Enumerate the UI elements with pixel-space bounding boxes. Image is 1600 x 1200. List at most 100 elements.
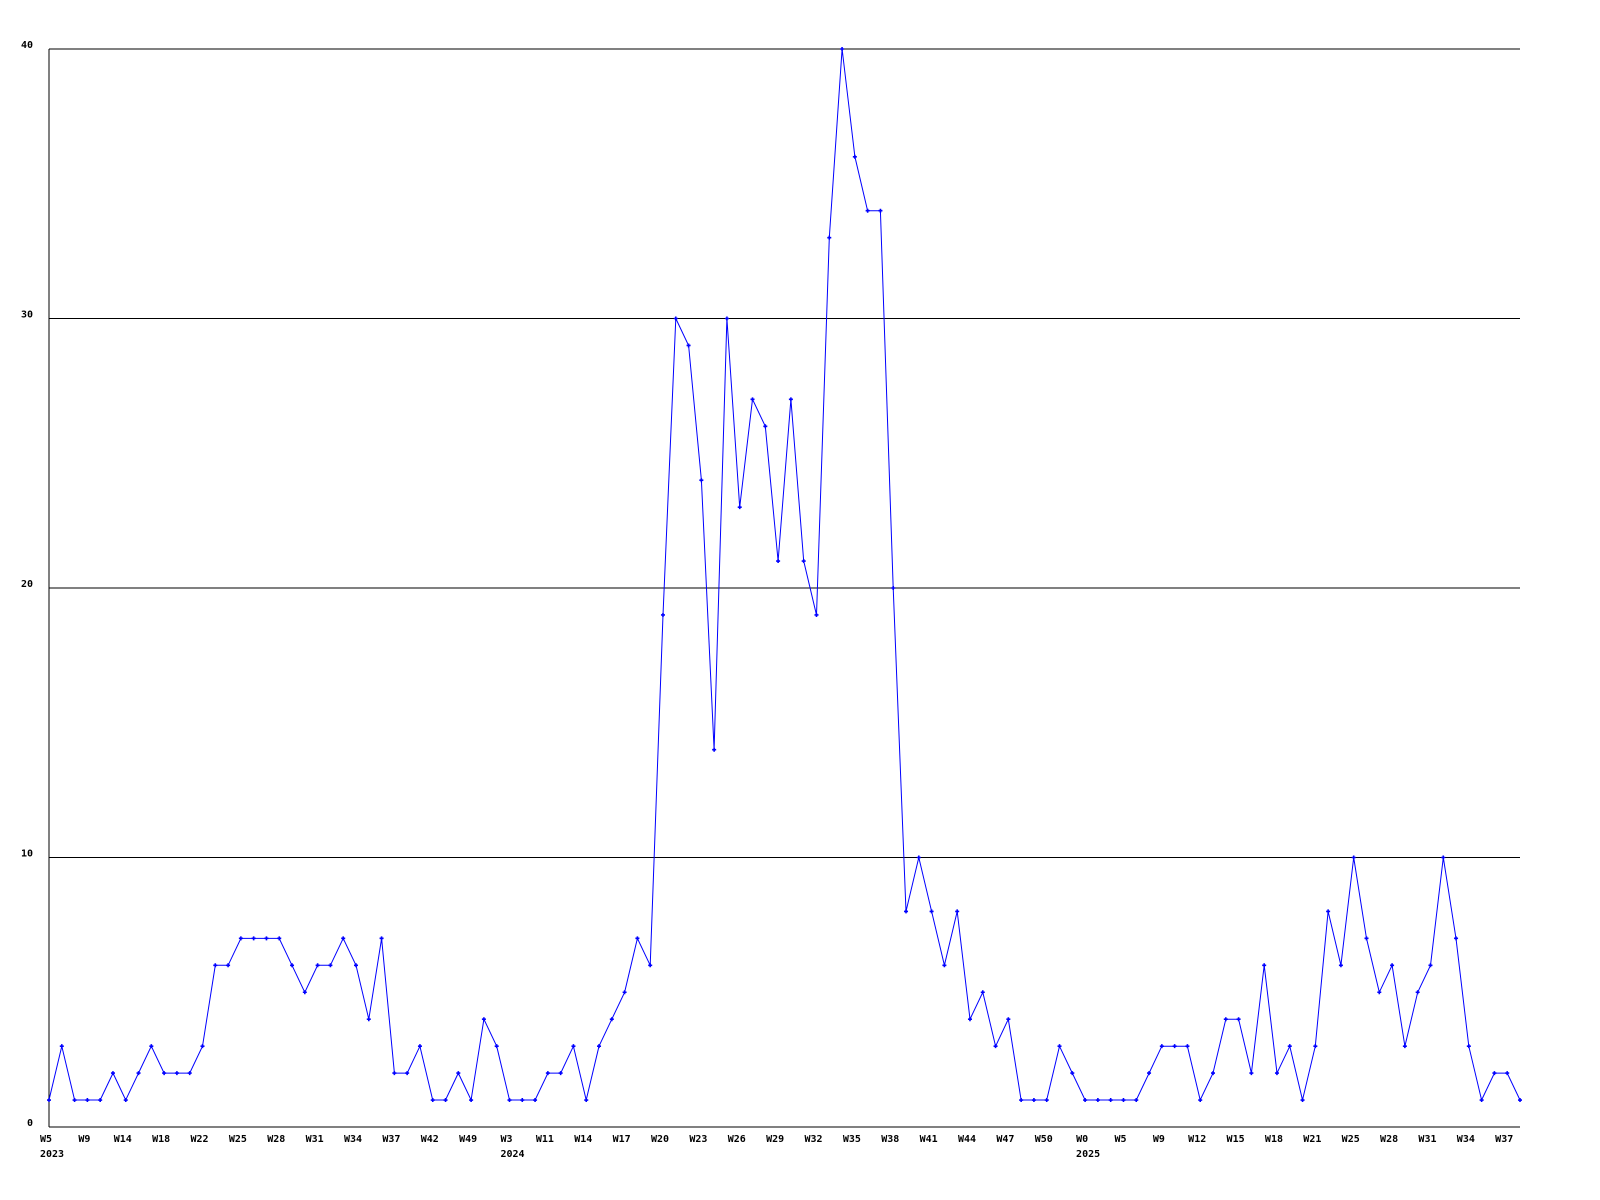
data-point [1019, 1098, 1024, 1103]
data-point [1185, 1044, 1190, 1049]
data-point [597, 1044, 602, 1049]
x-tick-label: W12 [1188, 1134, 1206, 1145]
x-tick-label: W31 [1418, 1134, 1436, 1145]
x-tick-label: W47 [996, 1134, 1014, 1145]
data-point [865, 208, 870, 213]
x-axis-ticks: W5 W9 W14 W18 W22 W25 W28 W31 W34 W37 W42 W49 W3 W11 W… [40, 1134, 1513, 1160]
data-point [277, 936, 282, 941]
data-point [520, 1098, 525, 1103]
data-point [481, 1017, 486, 1022]
data-point [1415, 990, 1420, 995]
data-point [891, 586, 896, 590]
data-point [609, 1017, 614, 1022]
y-tick-label: 20 [21, 579, 33, 590]
data-point [366, 1017, 371, 1022]
data-point [379, 936, 384, 941]
x-tick-label: W23 [689, 1134, 707, 1145]
series-polyline [48, 48, 1521, 1102]
data-point [494, 1044, 499, 1049]
data-point [72, 1098, 77, 1103]
data-point [712, 747, 717, 752]
data-point [1428, 963, 1433, 968]
data-point [456, 1071, 461, 1076]
x-tick-label: W21 [1303, 1134, 1321, 1145]
data-point [1492, 1071, 1497, 1076]
data-point [827, 235, 832, 240]
data-point [660, 612, 665, 617]
data-point [1518, 1098, 1522, 1103]
data-point [1121, 1098, 1126, 1103]
data-point [558, 1071, 563, 1076]
data-point [737, 505, 742, 510]
data-point [763, 424, 768, 429]
data-point [1095, 1098, 1100, 1103]
x-tick-label: W3 [500, 1134, 512, 1145]
data-point [584, 1098, 589, 1103]
data-point [149, 1044, 154, 1049]
data-point [750, 397, 755, 402]
data-point [174, 1071, 179, 1076]
data-point [1377, 990, 1382, 995]
data-point [328, 963, 333, 968]
data-point [1108, 1098, 1113, 1103]
data-point [788, 397, 793, 402]
data-point [1147, 1071, 1152, 1076]
x-tick-label: W41 [920, 1134, 938, 1145]
data-point [417, 1044, 422, 1049]
data-point [1083, 1098, 1088, 1103]
data-point [341, 936, 346, 941]
data-point [353, 963, 358, 968]
data-point [1172, 1044, 1177, 1049]
x-tick-label: W9 [1153, 1134, 1165, 1145]
x-tick-label: W18 [1265, 1134, 1283, 1145]
x-tick-label: W44 [958, 1134, 976, 1145]
data-point [929, 909, 934, 914]
data-point [110, 1071, 115, 1076]
data-point [251, 936, 256, 941]
data-point [264, 936, 269, 941]
data-point [430, 1098, 435, 1103]
data-point [238, 936, 243, 941]
x-tick-label: W0 [1076, 1134, 1088, 1145]
year-label: 2025 [1076, 1149, 1100, 1160]
data-point [1313, 1044, 1318, 1049]
data-point [1338, 963, 1343, 968]
x-tick-label: W9 [78, 1134, 90, 1145]
data-point [213, 963, 218, 968]
x-tick-label: W28 [1380, 1134, 1398, 1145]
x-tick-label: W29 [766, 1134, 784, 1145]
data-point [469, 1098, 474, 1103]
data-point [47, 1098, 51, 1103]
data-point [1223, 1017, 1228, 1022]
data-point [1326, 909, 1331, 914]
data-point [59, 1044, 64, 1049]
data-point [1505, 1071, 1510, 1076]
data-point [226, 963, 231, 968]
data-point [699, 478, 704, 483]
data-point [814, 612, 819, 617]
year-label: 2023 [40, 1149, 64, 1160]
data-point [955, 909, 960, 914]
data-point [1274, 1071, 1279, 1076]
series-line [47, 47, 1522, 1103]
data-point [392, 1071, 397, 1076]
data-point [1466, 1044, 1471, 1049]
x-tick-label: W20 [651, 1134, 669, 1145]
x-tick-label: W14 [114, 1134, 132, 1145]
data-point [1070, 1071, 1075, 1076]
x-tick-label: W15 [1227, 1134, 1245, 1145]
data-point [967, 1017, 972, 1022]
data-point [904, 909, 909, 914]
data-point [1134, 1098, 1139, 1103]
x-tick-label: W50 [1035, 1134, 1053, 1145]
x-tick-label: W49 [459, 1134, 477, 1145]
y-tick-label: 30 [21, 310, 33, 321]
data-point [200, 1044, 205, 1049]
data-point [648, 963, 653, 968]
data-point [571, 1044, 576, 1049]
y-axis-ticks: 0 10 20 30 40 [21, 40, 33, 1129]
y-tick-label: 0 [27, 1118, 33, 1129]
data-point [1262, 963, 1267, 968]
data-point [1364, 936, 1369, 941]
data-point [1390, 963, 1395, 968]
